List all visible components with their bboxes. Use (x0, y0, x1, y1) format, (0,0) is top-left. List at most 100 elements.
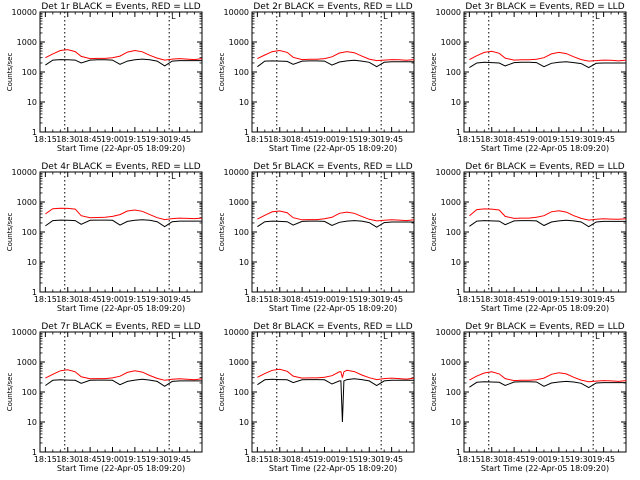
x-tick-label: 19:00 (313, 295, 336, 304)
x-tick-label: 19:30 (146, 135, 169, 144)
x-tick-label: 18:45 (291, 455, 314, 464)
y-tick-label: 10 (239, 98, 249, 107)
panel-6: Det 6r BLACK = Events, RED = LLD 1 10 100 10… (430, 162, 627, 313)
chart-title: Det 7r BLACK = Events, RED = LLD (41, 322, 200, 332)
y-tick-label: 10 (451, 258, 461, 267)
y-axis-label: Counts/sec (6, 373, 14, 412)
y-tick-label: 10 (451, 418, 461, 427)
x-tick-label: 18:15 (34, 295, 57, 304)
series-events (469, 380, 626, 389)
x-tick-label: 19:00 (101, 295, 124, 304)
panel-3: Det 3r BLACK = Events, RED = LLD 1 10 100 10… (430, 2, 627, 153)
x-tick-label: 19:45 (380, 295, 403, 304)
series-lld (257, 49, 415, 62)
y-tick-label: 10000 (12, 8, 37, 17)
y-tick-label: 100 (234, 388, 249, 397)
x-tick-label: 19:15 (547, 295, 570, 304)
x-tick-label: 19:15 (335, 295, 358, 304)
series-events (45, 219, 202, 228)
chart-title: Det 4r BLACK = Events, RED = LLD (41, 162, 200, 172)
marker-annotation: L (383, 172, 388, 181)
x-tick-label: 18:15 (246, 135, 269, 144)
x-tick-label: 19:30 (570, 135, 593, 144)
y-tick-label: 10000 (436, 8, 461, 17)
series-events (257, 378, 414, 423)
y-tick-label: 10 (239, 418, 249, 427)
y-tick-label: 100 (22, 388, 37, 397)
y-tick-label: 1000 (441, 198, 461, 207)
x-tick-label: 18:45 (79, 295, 102, 304)
y-tick-label: 10 (239, 258, 249, 267)
y-tick-label: 1000 (17, 358, 37, 367)
y-axis-label: Counts/sec (218, 213, 226, 252)
panel-7: Det 7r BLACK = Events, RED = LLD 1 10 100 10… (6, 322, 203, 473)
x-tick-label: 19:30 (358, 135, 381, 144)
y-tick-label: 10000 (12, 328, 37, 337)
y-tick-label: 10 (27, 258, 37, 267)
x-tick-label: 19:15 (547, 135, 570, 144)
series-events (469, 61, 626, 69)
x-tick-label: 19:30 (146, 455, 169, 464)
series-events (257, 220, 414, 228)
x-tick-label: 18:30 (480, 455, 503, 464)
chart-title: Det 1r BLACK = Events, RED = LLD (41, 2, 200, 12)
y-tick-label: 1 (456, 128, 461, 137)
x-tick-label: 18:15 (246, 295, 269, 304)
y-tick-label: 1000 (441, 358, 461, 367)
series-lld (469, 50, 627, 62)
x-tick-label: 18:15 (458, 135, 481, 144)
x-tick-label: 18:45 (79, 455, 102, 464)
chart-title: Det 9r BLACK = Events, RED = LLD (465, 322, 624, 332)
panel-1: Det 1r BLACK = Events, RED = LLD 1 10 100 10… (6, 2, 203, 153)
marker-annotation: L (595, 172, 600, 181)
y-axis-label: Counts/sec (6, 53, 14, 92)
x-tick-label: 18:30 (480, 135, 503, 144)
chart-title: Det 6r BLACK = Events, RED = LLD (465, 162, 624, 172)
marker-annotation: L (383, 332, 388, 341)
panel-5: Det 5r BLACK = Events, RED = LLD 1 10 100 10… (218, 162, 415, 313)
x-tick-label: 19:45 (168, 135, 191, 144)
y-tick-label: 100 (234, 68, 249, 77)
x-tick-label: 18:45 (503, 455, 526, 464)
y-tick-label: 10000 (436, 328, 461, 337)
y-tick-label: 10000 (436, 168, 461, 177)
y-tick-label: 1 (32, 448, 37, 457)
y-tick-label: 1 (32, 128, 37, 137)
x-tick-label: 19:15 (547, 455, 570, 464)
series-lld (257, 210, 415, 222)
x-axis-label: Start Time (22-Apr-05 18:09:20) (481, 144, 609, 153)
x-axis-label: Start Time (22-Apr-05 18:09:20) (57, 144, 185, 153)
y-tick-label: 1000 (229, 198, 249, 207)
x-tick-label: 19:30 (570, 295, 593, 304)
y-tick-label: 100 (234, 228, 249, 237)
y-tick-label: 1 (244, 128, 249, 137)
x-axis-label: Start Time (22-Apr-05 18:09:20) (57, 304, 185, 313)
series-lld (469, 371, 627, 383)
x-tick-label: 19:30 (358, 455, 381, 464)
y-tick-label: 10 (451, 98, 461, 107)
y-tick-label: 1000 (441, 38, 461, 47)
series-events (469, 219, 626, 228)
x-tick-label: 18:45 (291, 295, 314, 304)
y-axis-label: Counts/sec (430, 213, 438, 252)
series-lld (45, 49, 203, 61)
series-events (45, 58, 202, 67)
series-events (257, 59, 414, 68)
y-tick-label: 1 (32, 288, 37, 297)
x-axis-label: Start Time (22-Apr-05 18:09:20) (481, 464, 609, 473)
x-tick-label: 19:00 (525, 455, 548, 464)
panel-9: Det 9r BLACK = Events, RED = LLD 1 10 100 10… (430, 322, 627, 473)
x-tick-label: 19:15 (123, 455, 146, 464)
x-tick-label: 18:15 (458, 295, 481, 304)
y-tick-label: 1 (456, 448, 461, 457)
x-tick-label: 19:45 (168, 295, 191, 304)
panel-4: Det 4r BLACK = Events, RED = LLD 1 10 100 10… (6, 162, 203, 313)
marker-annotation: L (171, 332, 176, 341)
x-axis-label: Start Time (22-Apr-05 18:09:20) (57, 464, 185, 473)
x-tick-label: 19:30 (570, 455, 593, 464)
x-tick-label: 18:30 (268, 455, 291, 464)
x-tick-label: 18:30 (268, 135, 291, 144)
y-tick-label: 10 (27, 98, 37, 107)
chart-title: Det 3r BLACK = Events, RED = LLD (465, 2, 624, 12)
